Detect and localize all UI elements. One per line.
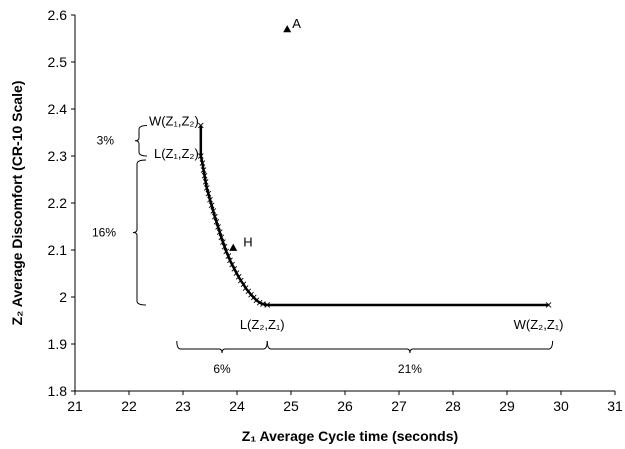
x-axis-title: Z₁ Average Cycle time (seconds) bbox=[242, 428, 458, 444]
data-point bbox=[237, 277, 244, 284]
x-tick-label: 30 bbox=[553, 398, 569, 414]
y-tick-label: 1.9 bbox=[48, 336, 68, 352]
data-point bbox=[208, 202, 215, 209]
data-point bbox=[240, 281, 247, 288]
bracket-label-21pct: 21% bbox=[398, 362, 422, 376]
data-point bbox=[198, 122, 204, 129]
x-tick-label: 27 bbox=[391, 398, 407, 414]
bracket-3pct bbox=[134, 124, 148, 157]
triangle-point bbox=[229, 243, 238, 251]
data-point bbox=[235, 273, 242, 280]
y-tick-label: 2.3 bbox=[48, 148, 68, 164]
y-tick-label: 1.8 bbox=[48, 383, 68, 399]
bracket-label-16pct: 16% bbox=[92, 225, 116, 239]
label-l-z2-z1: L(Z₂,Z₁) bbox=[240, 317, 285, 332]
x-tick-label: 31 bbox=[607, 398, 623, 414]
bracket-label-6pct: 6% bbox=[213, 362, 231, 376]
label-l-z1-z2: L(Z₁,Z₂) bbox=[154, 146, 199, 161]
bracket-label-3pct: 3% bbox=[97, 134, 115, 148]
data-point bbox=[227, 257, 233, 264]
x-tick-label: 22 bbox=[121, 398, 137, 414]
data-point bbox=[202, 179, 209, 185]
y-tick-label: 2 bbox=[59, 289, 67, 305]
data-point bbox=[207, 196, 213, 203]
tick-labels: 21 22 23 24 25 26 27 28 29 30 31 1.8 1.9 2 2.1 2.2 2.3 2.… bbox=[48, 7, 623, 414]
data-point bbox=[198, 153, 204, 159]
data-point bbox=[253, 297, 260, 304]
label-w-z1-z2: W(Z₁,Z₂) bbox=[149, 113, 199, 128]
y-tick-label: 2.5 bbox=[48, 54, 68, 70]
brackets: 3% 16% 6% 21% bbox=[92, 124, 554, 376]
x-tick-label: 21 bbox=[67, 398, 83, 414]
pareto-front-line bbox=[199, 125, 549, 307]
data-point bbox=[215, 224, 221, 230]
data-point bbox=[200, 167, 207, 173]
annotations: A H W(Z₁,Z₂) L(Z₁,Z₂) L(Z₂,Z₁) W(Z₂,Z₁) bbox=[149, 16, 564, 332]
label-w-z2-z1: W(Z₂,Z₁) bbox=[514, 317, 564, 332]
data-point bbox=[220, 239, 226, 245]
data-point bbox=[210, 208, 217, 214]
bracket-21pct bbox=[266, 340, 554, 354]
data-point bbox=[231, 265, 238, 272]
data-point bbox=[225, 253, 232, 259]
y-axis-title: Z₂ Average Discomfort (CR-10 Scale) bbox=[9, 81, 25, 326]
data-point bbox=[256, 299, 263, 306]
data-point bbox=[205, 190, 212, 197]
label-h: H bbox=[243, 235, 252, 250]
y-tick-label: 2.1 bbox=[48, 242, 68, 258]
x-tick-label: 24 bbox=[229, 398, 245, 414]
x-tick-label: 25 bbox=[283, 398, 299, 414]
data-point bbox=[223, 248, 230, 255]
data-point bbox=[201, 172, 208, 179]
x-tick-label: 23 bbox=[175, 398, 191, 414]
data-point bbox=[229, 261, 235, 268]
y-tick-label: 2.4 bbox=[48, 101, 68, 117]
axes bbox=[71, 14, 616, 395]
data-point bbox=[213, 218, 220, 225]
y-tick-label: 2.2 bbox=[48, 195, 68, 211]
x-tick-label: 29 bbox=[499, 398, 515, 414]
label-a: A bbox=[292, 16, 301, 31]
data-point bbox=[199, 160, 206, 166]
data-point bbox=[264, 302, 271, 308]
data-point bbox=[203, 185, 210, 191]
bracket-16pct bbox=[132, 159, 147, 306]
data-point bbox=[221, 243, 228, 250]
data-point bbox=[233, 270, 240, 276]
x-tick-label: 28 bbox=[445, 398, 461, 414]
data-point bbox=[212, 213, 218, 220]
data-point bbox=[260, 301, 266, 307]
triangle-point bbox=[283, 25, 292, 33]
data-point bbox=[216, 229, 223, 235]
x-tick-label: 26 bbox=[337, 398, 353, 414]
y-tick-label: 2.6 bbox=[48, 7, 68, 23]
bracket-6pct bbox=[176, 340, 268, 354]
data-point bbox=[218, 234, 225, 241]
data-point bbox=[545, 302, 552, 308]
data-series bbox=[198, 25, 552, 308]
